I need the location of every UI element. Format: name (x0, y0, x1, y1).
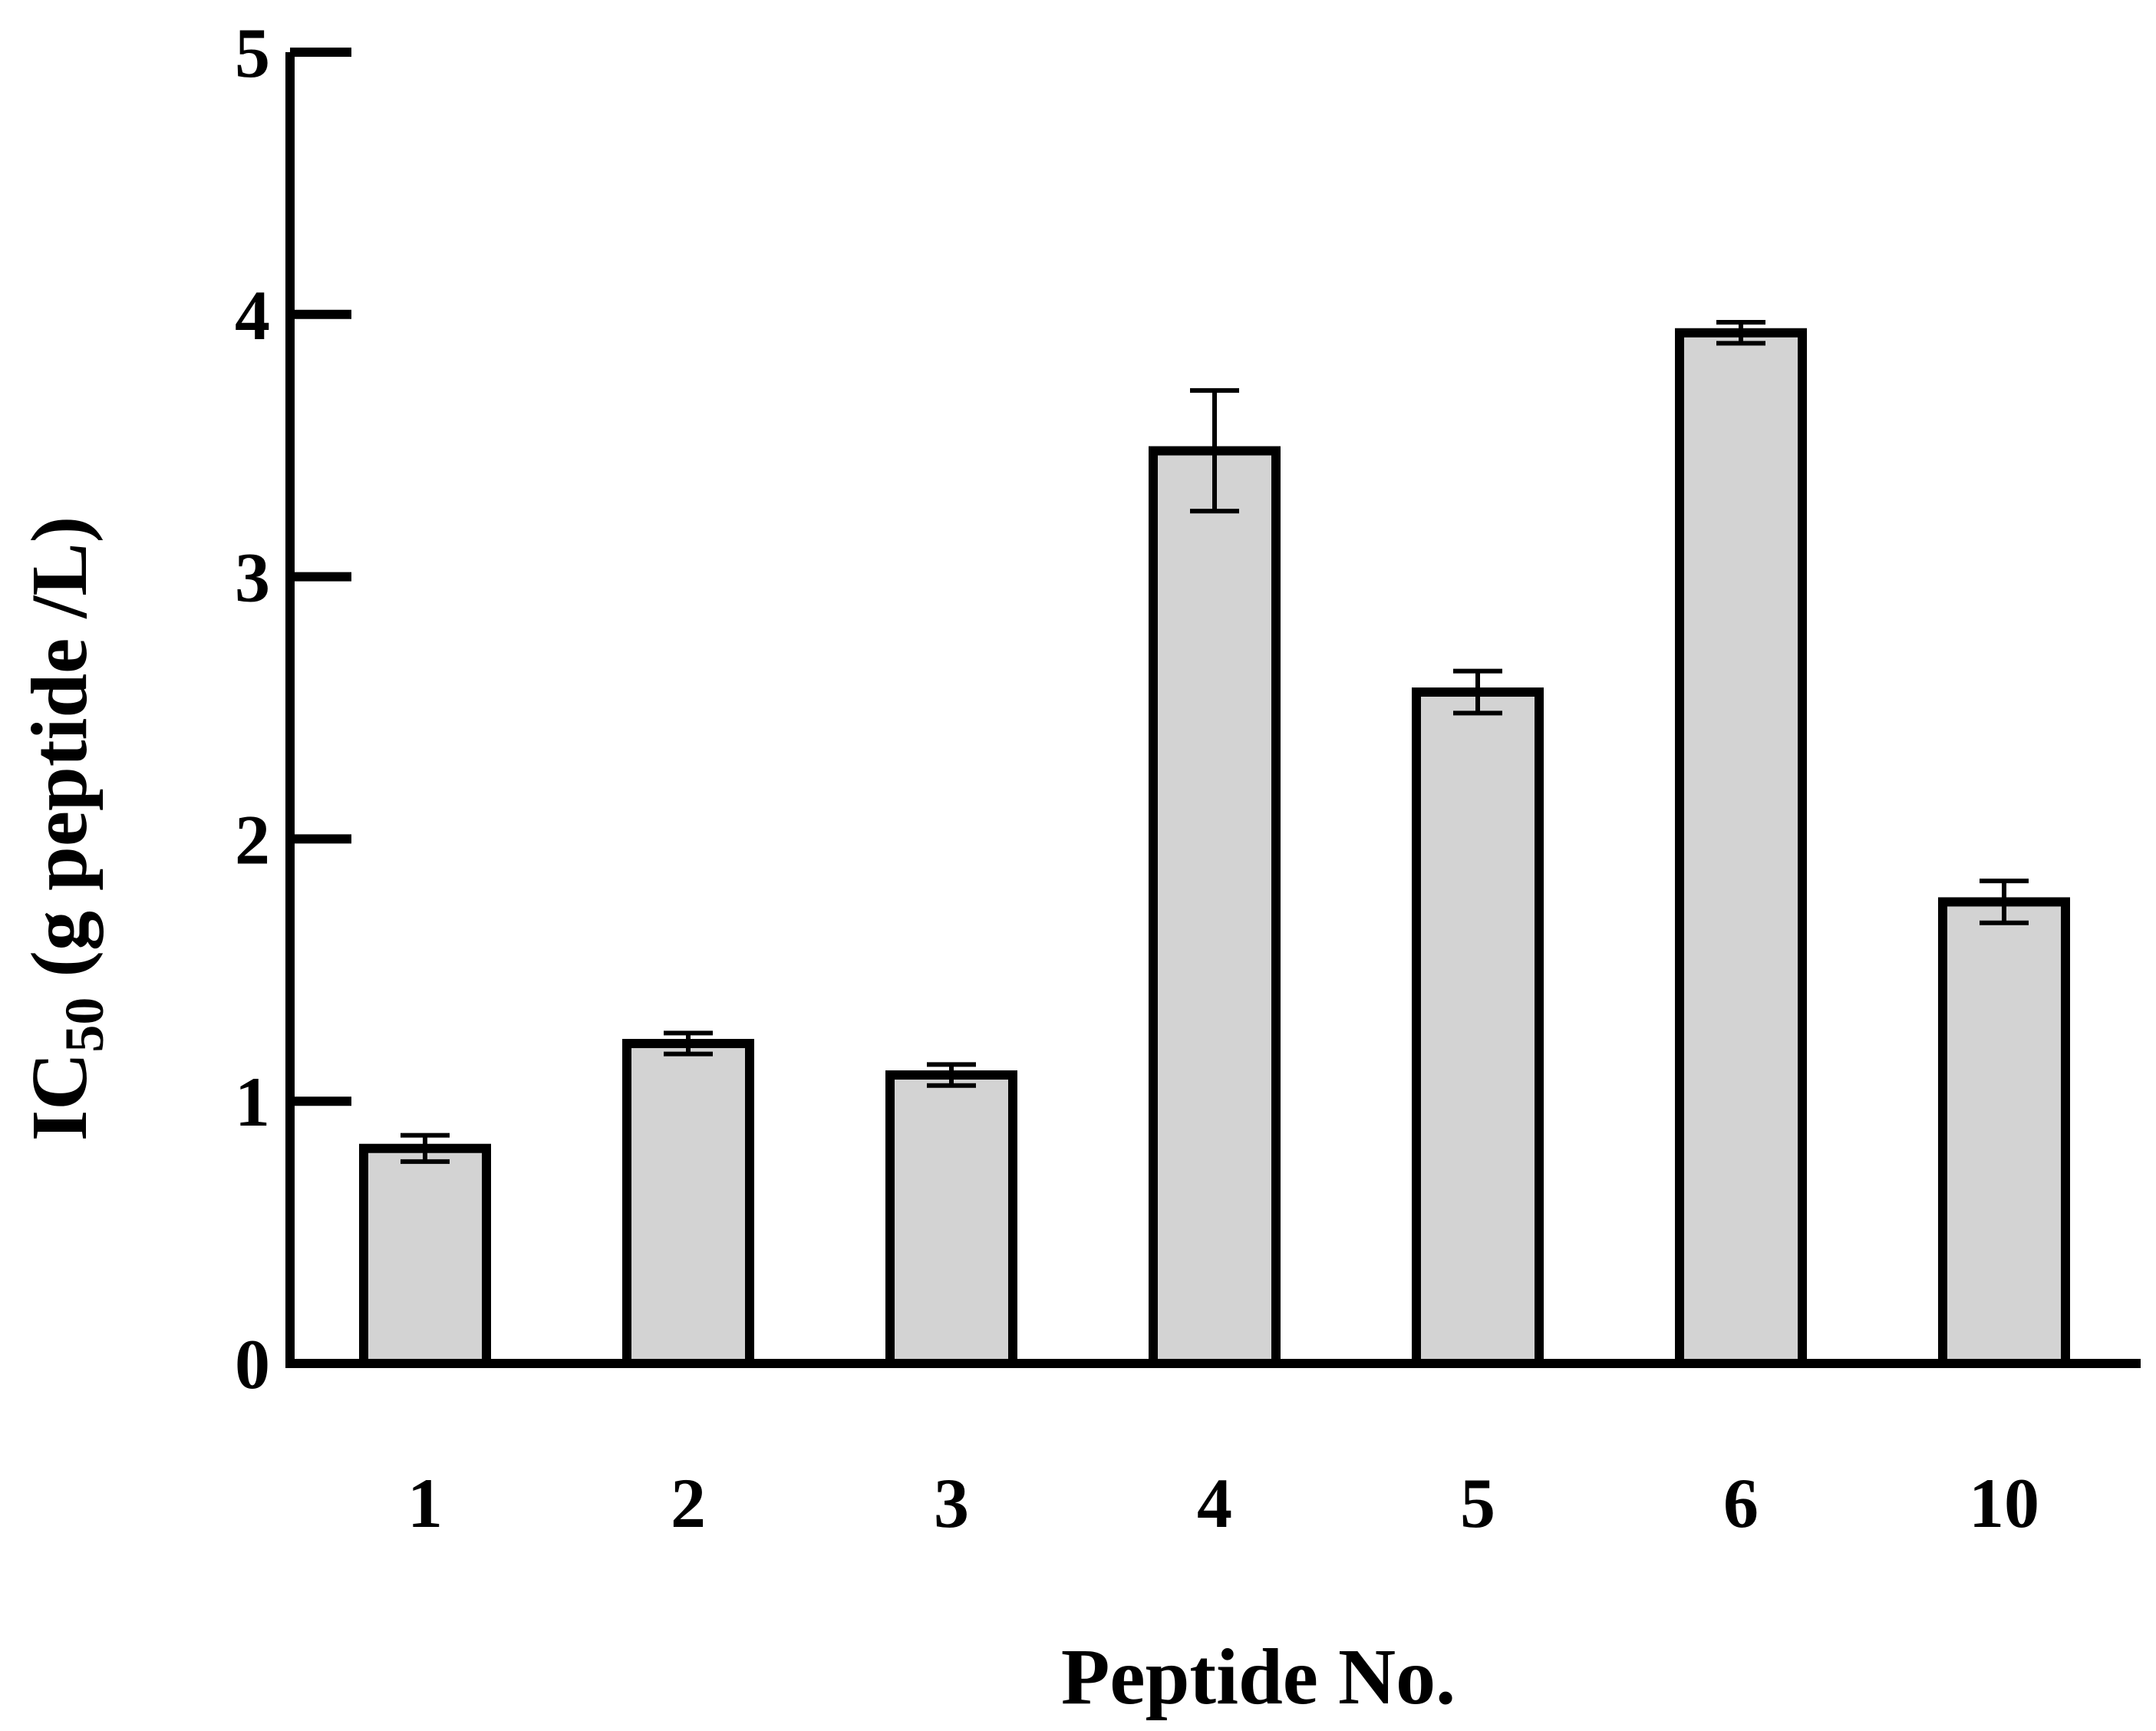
bar-4 (1149, 446, 1281, 1368)
y-axis-title-main: IC (15, 1053, 104, 1142)
bar-2 (622, 1039, 754, 1369)
bar-10 (1938, 897, 2070, 1368)
y-tick-label-1: 1 (235, 1063, 270, 1141)
bar-3 (885, 1070, 1017, 1369)
y-tick-label-2: 2 (235, 800, 270, 879)
y-axis-title-rest: (g peptide /L) (15, 516, 104, 997)
y-tick-label-3: 3 (235, 539, 270, 617)
error-bars-layer (401, 320, 2029, 1164)
x-tick-label-4: 4 (1197, 1464, 1232, 1542)
x-tick-label-6: 6 (1723, 1464, 1759, 1542)
bar-5 (1412, 687, 1544, 1368)
x-tick-label-1: 1 (407, 1464, 443, 1542)
bar-6 (1675, 328, 1807, 1369)
y-ticks-layer: 0 1 2 3 4 5 (235, 14, 351, 1403)
y-axis-title-subscript: 50 (54, 997, 115, 1053)
x-tick-label-5: 5 (1460, 1464, 1495, 1542)
y-tick-label-5: 5 (235, 14, 270, 92)
y-axis-title: IC50 (g peptide /L) (15, 516, 115, 1141)
x-tick-label-10: 10 (1969, 1464, 2039, 1542)
bar-1 (359, 1143, 491, 1368)
x-tick-label-3: 3 (934, 1464, 969, 1542)
x-ticks-layer: 1 2 3 4 5 6 10 (407, 1464, 2039, 1542)
x-axis-title: Peptide No. (1061, 1633, 1455, 1721)
y-tick-label-4: 4 (235, 276, 270, 354)
y-tick-label-0: 0 (235, 1325, 270, 1403)
x-tick-label-2: 2 (671, 1464, 706, 1542)
